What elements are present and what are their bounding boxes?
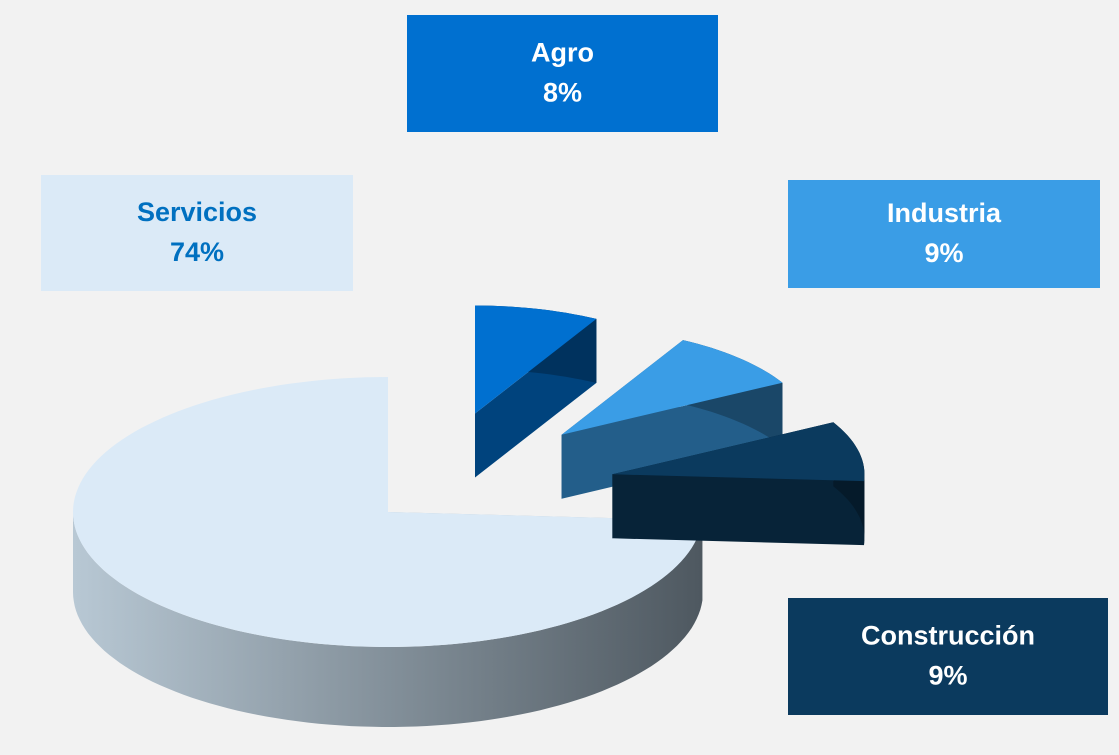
label-box (41, 175, 353, 291)
label-box (788, 180, 1100, 288)
label-box (407, 15, 718, 132)
slice-wall (73, 512, 703, 727)
label-category: Agro (531, 38, 594, 68)
labels: Agro 8% Industria 9% Construcción 9% Servicios… (41, 15, 1108, 715)
slice (73, 377, 703, 647)
label-category: Servicios (137, 197, 257, 227)
label-box (788, 598, 1108, 715)
slice (612, 422, 865, 482)
slice-side (612, 474, 864, 546)
label-value: 8% (543, 78, 582, 108)
slice (475, 305, 597, 414)
pie (73, 305, 865, 727)
label-value: 9% (928, 661, 967, 691)
label-value: 74% (170, 237, 224, 267)
label-category: Industria (887, 198, 1002, 228)
label-category: Construcción (861, 621, 1035, 651)
label-value: 9% (924, 238, 963, 268)
slice (561, 340, 783, 435)
